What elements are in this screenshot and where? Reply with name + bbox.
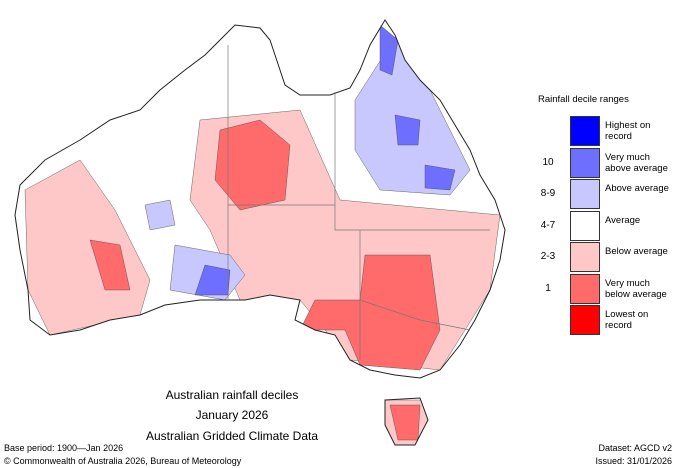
dataset: Dataset: AGCD v2 xyxy=(598,443,672,453)
legend-swatch xyxy=(570,242,600,272)
decile-region xyxy=(394,114,421,146)
legend-label: Very much below average xyxy=(605,277,667,300)
legend-swatch xyxy=(570,116,600,146)
decile-region xyxy=(89,239,131,291)
legend-swatch xyxy=(570,147,600,178)
legend-label: Below average xyxy=(605,246,668,257)
map-subtitle: January 2026 xyxy=(195,408,269,422)
legend-swatch xyxy=(570,179,600,209)
legend-label: Lowest on record xyxy=(605,309,649,331)
base-period: Base period: 1900—Jan 2026 xyxy=(4,443,124,453)
legend-swatch xyxy=(570,273,600,304)
legend-range: 4-7 xyxy=(540,219,556,231)
legend-label: Very much above average xyxy=(605,151,668,174)
map-source: Australian Gridded Climate Data xyxy=(145,429,319,443)
legend-label: Above average xyxy=(605,183,669,194)
decile-region xyxy=(299,254,441,371)
issued: Issued: 31/01/2026 xyxy=(595,456,672,466)
legend-range: 10 xyxy=(542,156,554,168)
legend-range: 2-3 xyxy=(540,251,556,262)
legend-label: Average xyxy=(605,214,641,226)
copyright: © Commonwealth of Australia 2026, Bureau… xyxy=(4,456,242,466)
legend-range: 1 xyxy=(545,282,551,294)
decile-region xyxy=(424,164,456,191)
legend-label: Highest on record xyxy=(605,120,651,142)
legend-swatch xyxy=(570,210,600,241)
decile-region xyxy=(24,159,151,336)
decile-region xyxy=(144,199,176,231)
state-borders xyxy=(227,45,490,360)
legend-title: Rainfall decile ranges xyxy=(538,94,629,105)
decile-region xyxy=(379,24,399,76)
map-title: Australian rainfall deciles xyxy=(165,388,299,402)
legend-swatch xyxy=(570,305,600,335)
legend-range: 8-9 xyxy=(540,188,556,199)
decile-region xyxy=(214,119,291,211)
